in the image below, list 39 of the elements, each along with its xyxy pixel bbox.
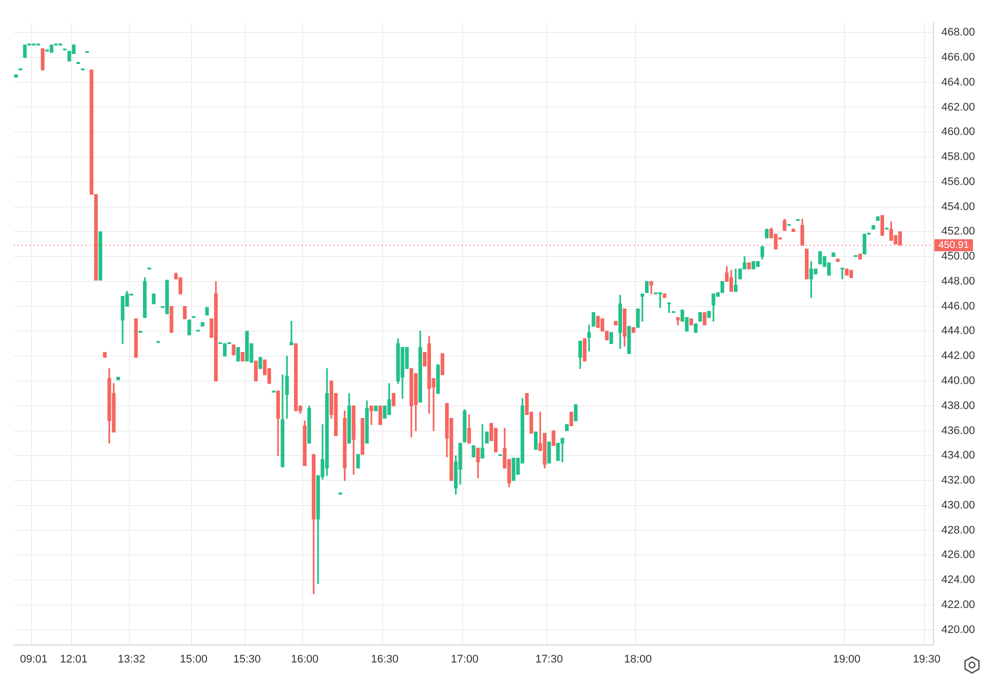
y-tick-label: 430.00 xyxy=(941,499,976,512)
y-tick-label: 454.00 xyxy=(941,200,976,213)
y-tick-label: 450.00 xyxy=(941,250,976,263)
x-tick-label: 16:00 xyxy=(290,653,319,666)
x-tick-label: 16:30 xyxy=(370,653,398,666)
y-tick-label: 446.00 xyxy=(941,300,976,312)
y-tick-label: 420.00 xyxy=(941,624,976,636)
x-tick-label: 17:30 xyxy=(535,653,563,666)
y-tick-label: 452.00 xyxy=(941,226,976,238)
y-tick-label: 468.00 xyxy=(941,26,976,39)
y-tick-label: 422.00 xyxy=(941,599,976,612)
y-tick-label: 466.00 xyxy=(941,51,976,64)
y-tick-label: 462.00 xyxy=(941,101,976,114)
candlestick xyxy=(290,320,294,346)
x-tick-label: 19:30 xyxy=(912,653,940,666)
x-tick-label: 19:00 xyxy=(832,653,860,666)
x-tick-label: 12:01 xyxy=(60,653,88,666)
x-tick-label: 18:00 xyxy=(624,653,652,666)
x-tick-label: 17:00 xyxy=(450,653,478,666)
ref-line-label: 450.91 xyxy=(938,240,970,251)
y-tick-label: 458.00 xyxy=(941,151,976,164)
y-tick-label: 438.00 xyxy=(941,400,976,412)
y-tick-label: 444.00 xyxy=(941,325,976,338)
y-tick-label: 460.00 xyxy=(941,126,976,138)
y-tick-label: 434.00 xyxy=(941,450,976,462)
x-tick-label: 15:00 xyxy=(180,653,208,666)
y-tick-label: 440.00 xyxy=(941,375,976,388)
x-tick-label: 09:01 xyxy=(20,653,48,666)
y-tick-label: 448.00 xyxy=(941,275,976,288)
x-tick-label: 13:32 xyxy=(118,653,146,666)
y-tick-label: 428.00 xyxy=(941,524,976,536)
y-tick-label: 432.00 xyxy=(941,474,976,487)
y-tick-label: 442.00 xyxy=(941,350,976,362)
y-tick-label: 464.00 xyxy=(941,76,976,88)
y-tick-label: 424.00 xyxy=(941,574,976,586)
y-tick-label: 436.00 xyxy=(941,424,976,437)
y-tick-label: 456.00 xyxy=(941,176,976,188)
y-tick-label: 426.00 xyxy=(941,549,976,562)
x-tick-label: 15:30 xyxy=(233,653,261,666)
